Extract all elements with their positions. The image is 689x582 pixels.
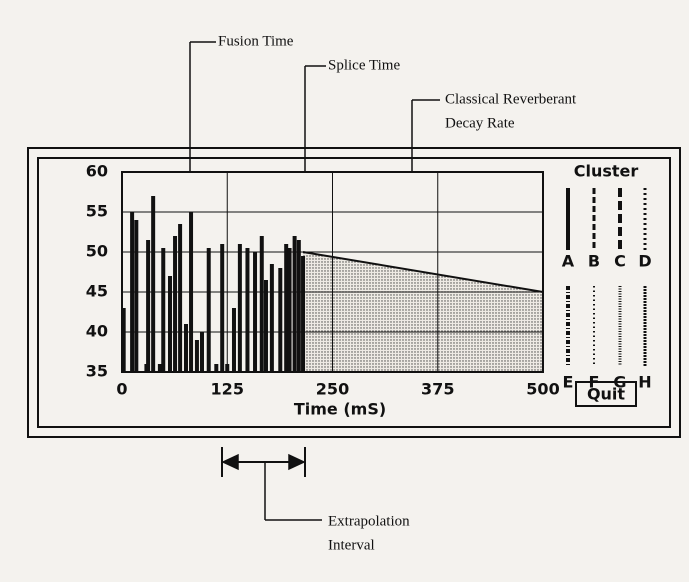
cluster-label: C (614, 252, 626, 271)
impulse-bar (237, 244, 242, 372)
impulse-bar (245, 248, 250, 372)
x-tick-label: 250 (316, 380, 349, 399)
decay-line (302, 251, 544, 293)
impulse-bar (199, 332, 204, 372)
x-tick-label: 375 (421, 380, 454, 399)
impulse-bar (296, 240, 301, 372)
impulse-bar (253, 252, 258, 372)
extrapolation-label: Interval (328, 537, 375, 553)
impulse-bar (173, 236, 178, 372)
impulse-bar (284, 244, 289, 372)
impulse-bar (167, 276, 172, 372)
impulse-bar (183, 324, 188, 372)
inner-frame (37, 157, 671, 428)
impulse-bar (151, 196, 156, 372)
splice-label: Splice Time (328, 57, 400, 73)
quit-button-box[interactable] (575, 381, 637, 407)
cluster-label: A (562, 252, 575, 271)
impulse-bar (194, 340, 199, 372)
impulse-bar (146, 240, 151, 372)
extrapolation-label: Extrapolation (328, 513, 410, 529)
fusion-label: Fusion Time (218, 33, 294, 49)
y-tick-label: 50 (86, 242, 108, 261)
y-tick-label: 40 (86, 322, 108, 341)
x-tick-label: 0 (116, 380, 127, 399)
impulse-bar (301, 256, 306, 372)
impulse-bar (161, 248, 166, 372)
y-tick-label: 35 (86, 362, 108, 381)
quit-button[interactable]: Quit (575, 381, 637, 407)
impulse-bar (231, 308, 236, 372)
impulse-bar (178, 224, 183, 372)
impulse-bar (259, 236, 264, 372)
impulse-bar (278, 268, 283, 372)
impulse-bar (214, 364, 219, 372)
impulse-bar (130, 212, 135, 372)
impulse-bar (220, 244, 225, 372)
plot-border (121, 171, 544, 373)
cluster-label: E (563, 373, 574, 392)
y-tick-label: 60 (86, 162, 108, 181)
impulse-bar (269, 264, 274, 372)
impulse-bar (287, 248, 292, 372)
y-tick-label: 45 (86, 282, 108, 301)
impulse-bar (157, 364, 162, 372)
impulse-bar (225, 364, 230, 372)
x-axis-label: Time (mS) (294, 400, 386, 419)
outer-frame (27, 147, 681, 438)
cluster-title: Cluster (574, 162, 639, 181)
impulse-bar (206, 248, 211, 372)
decay-label: Decay Rate (445, 115, 515, 131)
cluster-label: B (588, 252, 600, 271)
impulse-bar (292, 236, 297, 372)
y-tick-label: 55 (86, 202, 108, 221)
quit-button-label[interactable]: Quit (587, 385, 625, 404)
x-tick-label: 125 (211, 380, 244, 399)
impulse-bar (134, 220, 139, 372)
impulse-bar (121, 308, 126, 372)
cluster-label: F (589, 373, 600, 392)
decay-area (303, 252, 543, 372)
impulse-bar (189, 212, 194, 372)
cluster-label: H (638, 373, 651, 392)
cluster-label: D (638, 252, 651, 271)
decay-label: Classical Reverberant (445, 91, 577, 107)
impulse-bar (263, 280, 268, 372)
x-tick-label: 500 (526, 380, 559, 399)
cluster-label: G (613, 373, 626, 392)
